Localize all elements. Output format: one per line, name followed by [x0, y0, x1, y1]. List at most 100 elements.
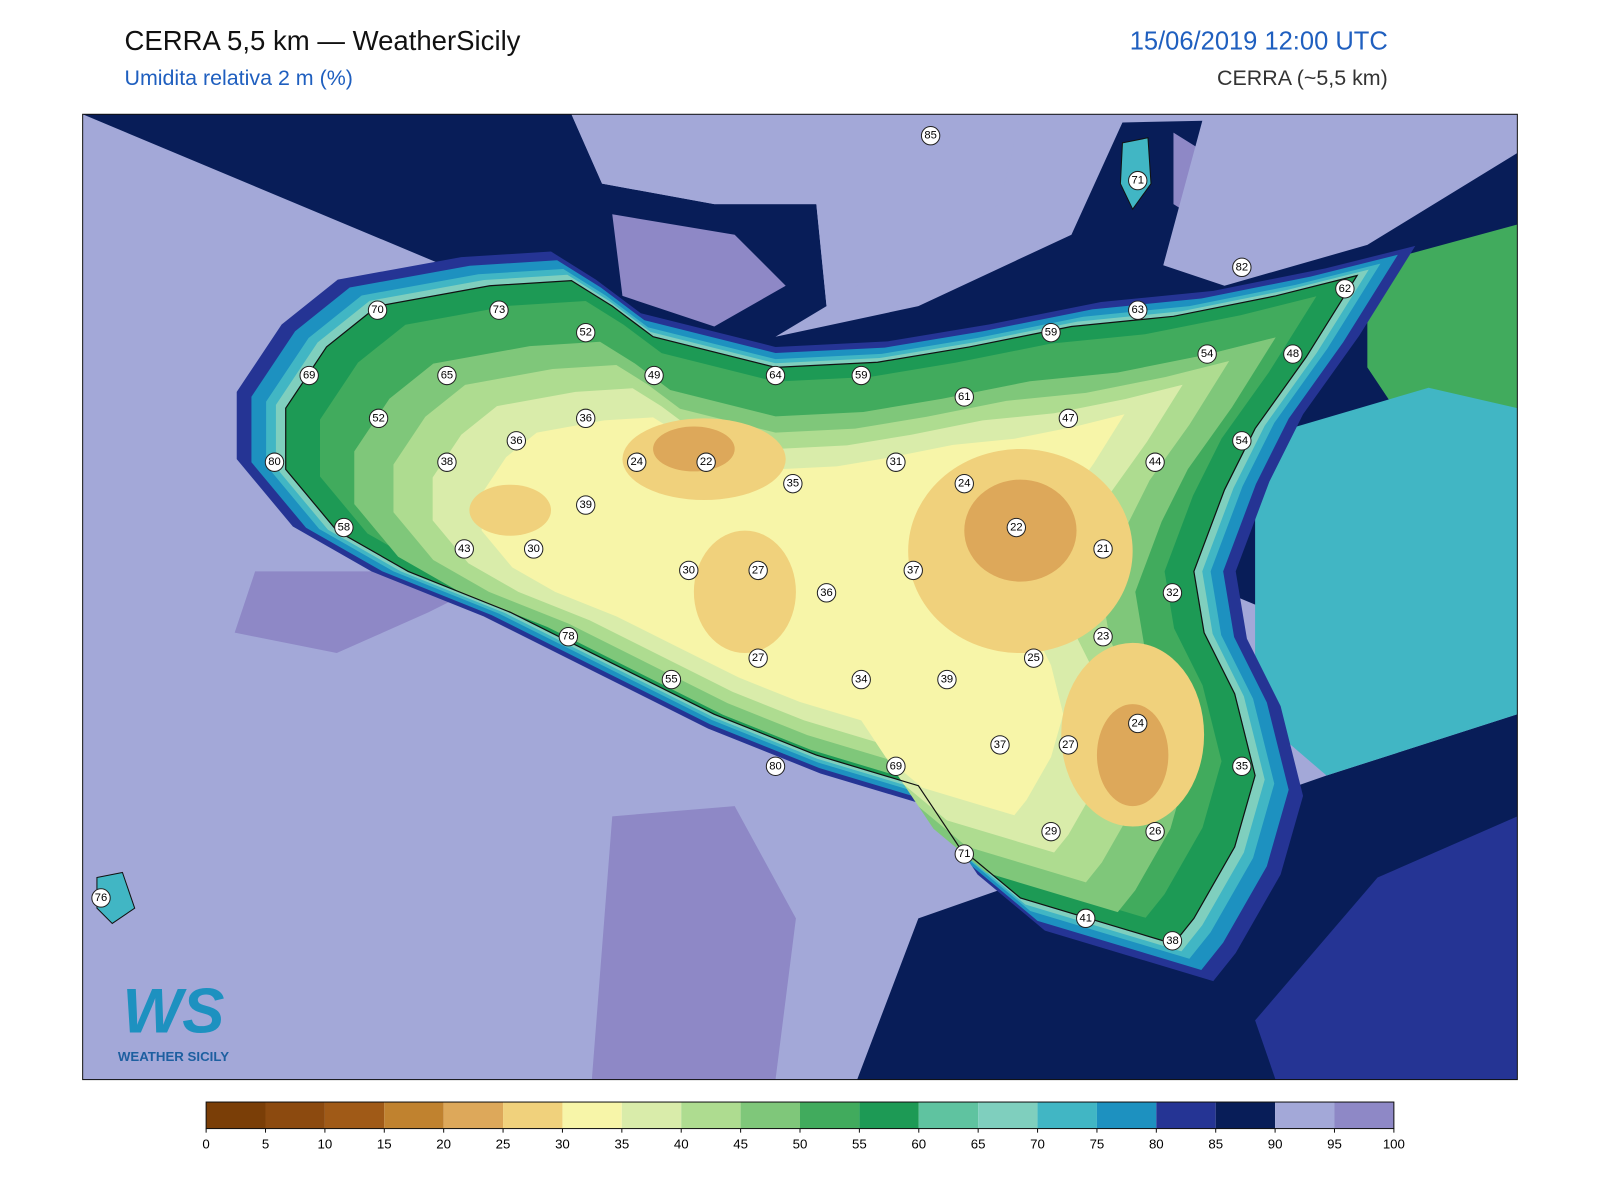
station: 25 [1023, 648, 1044, 668]
colorbar-swatch [562, 1102, 622, 1129]
station-value: 43 [458, 543, 470, 555]
colorbar-tick-label: 65 [971, 1136, 986, 1151]
station-value: 37 [907, 564, 919, 576]
station-marker [1093, 539, 1113, 559]
station: 64 [765, 365, 786, 386]
station-marker [1145, 821, 1165, 842]
humidity-band [693, 530, 796, 654]
station: 71 [954, 844, 974, 864]
station: 49 [644, 365, 664, 386]
humidity-band [1096, 704, 1169, 807]
station: 37 [990, 735, 1010, 755]
station-marker [576, 322, 596, 343]
sea-zone [234, 132, 1307, 1080]
station: 70 [367, 300, 388, 320]
map-area: 85 71 82 62 70 73 52 63 59 54 48 69 65 49 64 59 61 52 36 36… [82, 114, 1518, 1080]
station: 52 [368, 408, 389, 429]
station-value: 38 [1166, 935, 1178, 947]
station: 80 [264, 452, 285, 472]
station-value: 73 [493, 304, 505, 316]
sea-zone [571, 114, 1518, 307]
station: 26 [1145, 821, 1165, 842]
subtitle: Umidita relativa 2 m (%) [124, 66, 352, 90]
station: 22 [696, 452, 716, 472]
colorbar-swatch [621, 1102, 682, 1129]
station-value: 49 [648, 370, 660, 382]
station-marker [454, 539, 474, 559]
station-value: 47 [1062, 412, 1074, 424]
station-value: 80 [769, 760, 781, 772]
station-marker [576, 495, 596, 515]
station-marker [1162, 931, 1183, 951]
station-value: 61 [958, 391, 970, 403]
station-value: 21 [1097, 543, 1109, 555]
station: 85 [920, 126, 941, 146]
station-marker [765, 365, 786, 386]
station-value: 59 [1045, 327, 1057, 339]
station: 37 [903, 560, 923, 581]
colorbar-swatch [918, 1102, 979, 1129]
station-marker [1058, 735, 1079, 755]
colorbar-tick-label: 10 [318, 1136, 333, 1151]
colorbar-swatch [740, 1102, 800, 1129]
station: 65 [437, 365, 457, 386]
station-value: 70 [371, 304, 383, 316]
station-value: 29 [1045, 826, 1057, 838]
station: 71 [1128, 170, 1148, 191]
station-value: 48 [1287, 348, 1299, 360]
humidity-band [653, 426, 735, 472]
logo-text: WEATHER SICILY [118, 1049, 229, 1064]
station-marker [816, 583, 837, 603]
station-marker [1093, 627, 1113, 647]
station: 62 [1335, 279, 1355, 299]
colorbar-tick-label: 0 [202, 1136, 209, 1151]
station-value: 27 [1062, 739, 1074, 751]
station-marker [1232, 756, 1252, 777]
colorbar-swatch [1156, 1102, 1216, 1129]
station: 54 [1232, 431, 1252, 451]
station-marker [489, 300, 509, 320]
station-marker [1335, 279, 1355, 299]
colorbar-swatch [1037, 1102, 1097, 1129]
station-value: 85 [924, 130, 936, 142]
colorbar-tick-label: 60 [911, 1136, 926, 1151]
station-marker [367, 300, 388, 320]
station-value: 41 [1079, 912, 1091, 924]
colorbar-tick-label: 35 [614, 1136, 629, 1151]
station-marker [1232, 431, 1252, 451]
colorbar-tick-label: 15 [377, 1136, 392, 1151]
station-marker [1128, 713, 1148, 734]
station: 69 [299, 365, 319, 386]
station: 76 [91, 888, 111, 908]
station-value: 27 [752, 564, 764, 576]
title: CERRA 5,5 km — WeatherSicily [124, 25, 520, 56]
station-value: 71 [958, 848, 970, 860]
station: 69 [886, 756, 906, 777]
colorbar-swatch [443, 1102, 504, 1129]
station: 82 [1232, 257, 1252, 278]
station-value: 37 [994, 739, 1006, 751]
station: 73 [489, 300, 509, 320]
station: 78 [558, 627, 579, 647]
colorbar-swatch [265, 1102, 325, 1129]
station-value: 62 [1339, 283, 1351, 295]
station-marker [920, 126, 941, 146]
station-marker [851, 365, 871, 386]
station-value: 24 [630, 456, 642, 468]
station: 41 [1076, 908, 1096, 929]
station-marker [437, 365, 457, 386]
station-marker [661, 669, 682, 690]
colorbar-tick-label: 50 [793, 1136, 808, 1151]
station: 22 [1006, 517, 1027, 538]
station-value: 34 [855, 674, 867, 686]
station-marker [299, 365, 319, 386]
station-marker [783, 473, 803, 494]
station-marker [627, 452, 647, 472]
station: 31 [886, 452, 906, 472]
station-value: 36 [510, 435, 522, 447]
station-value: 36 [579, 412, 591, 424]
station: 24 [627, 452, 647, 472]
colorbar-swatch [324, 1102, 385, 1129]
station-marker [1041, 821, 1061, 842]
